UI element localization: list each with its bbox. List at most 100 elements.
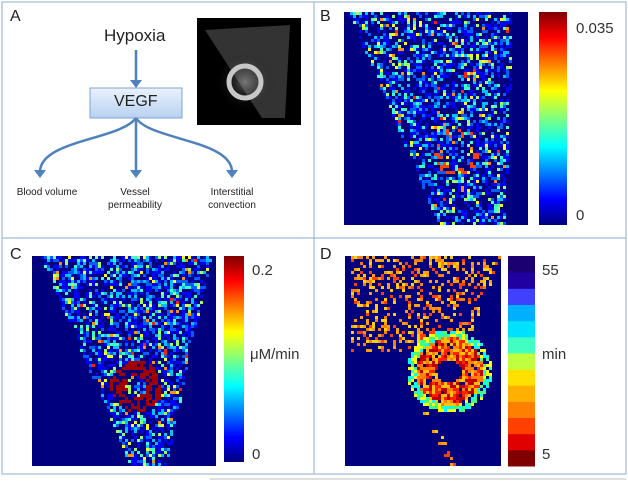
map-pixel (465, 334, 468, 337)
map-pixel (503, 69, 506, 72)
map-pixel (431, 75, 434, 78)
map-pixel (407, 144, 410, 147)
map-pixel (455, 153, 458, 156)
map-pixel (164, 286, 167, 289)
map-pixel (435, 397, 438, 400)
map-pixel (125, 343, 128, 346)
map-pixel (456, 262, 459, 265)
map-pixel (146, 394, 149, 397)
map-pixel (101, 316, 104, 319)
map-pixel (407, 63, 410, 66)
map-pixel (104, 343, 107, 346)
map-pixel (62, 301, 65, 304)
map-pixel (461, 180, 464, 183)
map-pixel (479, 39, 482, 42)
map-pixel (419, 54, 422, 57)
map-pixel (450, 385, 453, 388)
map-pixel (399, 340, 402, 343)
map-pixel (476, 57, 479, 60)
map-pixel (453, 277, 456, 280)
map-pixel (182, 280, 185, 283)
map-pixel (480, 394, 483, 397)
map-pixel (465, 361, 468, 364)
map-pixel (474, 388, 477, 391)
map-pixel (458, 210, 461, 213)
map-pixel (444, 409, 447, 412)
map-pixel (444, 454, 447, 457)
map-pixel (462, 394, 465, 397)
map-pixel (372, 325, 375, 328)
map-pixel (416, 84, 419, 87)
map-pixel (461, 66, 464, 69)
map-pixel (441, 367, 444, 370)
map-pixel (461, 84, 464, 87)
map-pixel (449, 123, 452, 126)
map-pixel (500, 39, 503, 42)
map-pixel (158, 367, 161, 370)
map-pixel (404, 99, 407, 102)
map-pixel (471, 379, 474, 382)
map-pixel (377, 45, 380, 48)
map-pixel (104, 358, 107, 361)
map-pixel (128, 409, 131, 412)
map-pixel (506, 39, 509, 42)
map-pixel (140, 337, 143, 340)
map-pixel (155, 445, 158, 448)
map-pixel (422, 159, 425, 162)
map-pixel (411, 355, 414, 358)
map-pixel (398, 78, 401, 81)
map-pixel (152, 439, 155, 442)
map-pixel (438, 295, 441, 298)
map-pixel (506, 135, 509, 138)
map-pixel (506, 168, 509, 171)
map-pixel (140, 307, 143, 310)
map-pixel (360, 304, 363, 307)
map-pixel (417, 382, 420, 385)
map-pixel (456, 334, 459, 337)
map-pixel (480, 274, 483, 277)
map-pixel (465, 289, 468, 292)
map-pixel (455, 135, 458, 138)
map-pixel (426, 403, 429, 406)
map-pixel (125, 352, 128, 355)
map-pixel (413, 123, 416, 126)
map-pixel (462, 391, 465, 394)
map-pixel (476, 75, 479, 78)
map-pixel (434, 90, 437, 93)
map-pixel (483, 280, 486, 283)
map-pixel (467, 204, 470, 207)
map-pixel (143, 343, 146, 346)
map-pixel (101, 394, 104, 397)
map-pixel (467, 159, 470, 162)
map-pixel (465, 343, 468, 346)
map-pixel (356, 12, 359, 15)
map-pixel (167, 394, 170, 397)
map-pixel (450, 388, 453, 391)
map-pixel (416, 132, 419, 135)
map-pixel (167, 322, 170, 325)
map-pixel (116, 295, 119, 298)
map-pixel (438, 382, 441, 385)
map-pixel (59, 256, 62, 259)
map-pixel (362, 21, 365, 24)
map-pixel (53, 265, 56, 268)
map-pixel (167, 436, 170, 439)
map-pixel (399, 262, 402, 265)
map-pixel (104, 370, 107, 373)
map-pixel (450, 391, 453, 394)
map-pixel (452, 120, 455, 123)
map-pixel (426, 391, 429, 394)
map-pixel (104, 340, 107, 343)
map-pixel (140, 376, 143, 379)
map-pixel (116, 343, 119, 346)
map-pixel (369, 325, 372, 328)
map-pixel (155, 391, 158, 394)
map-pixel (429, 304, 432, 307)
map-pixel (471, 403, 474, 406)
map-pixel (155, 397, 158, 400)
map-pixel (119, 364, 122, 367)
map-pixel (357, 289, 360, 292)
map-pixel (440, 33, 443, 36)
map-pixel (497, 150, 500, 153)
map-pixel (170, 403, 173, 406)
